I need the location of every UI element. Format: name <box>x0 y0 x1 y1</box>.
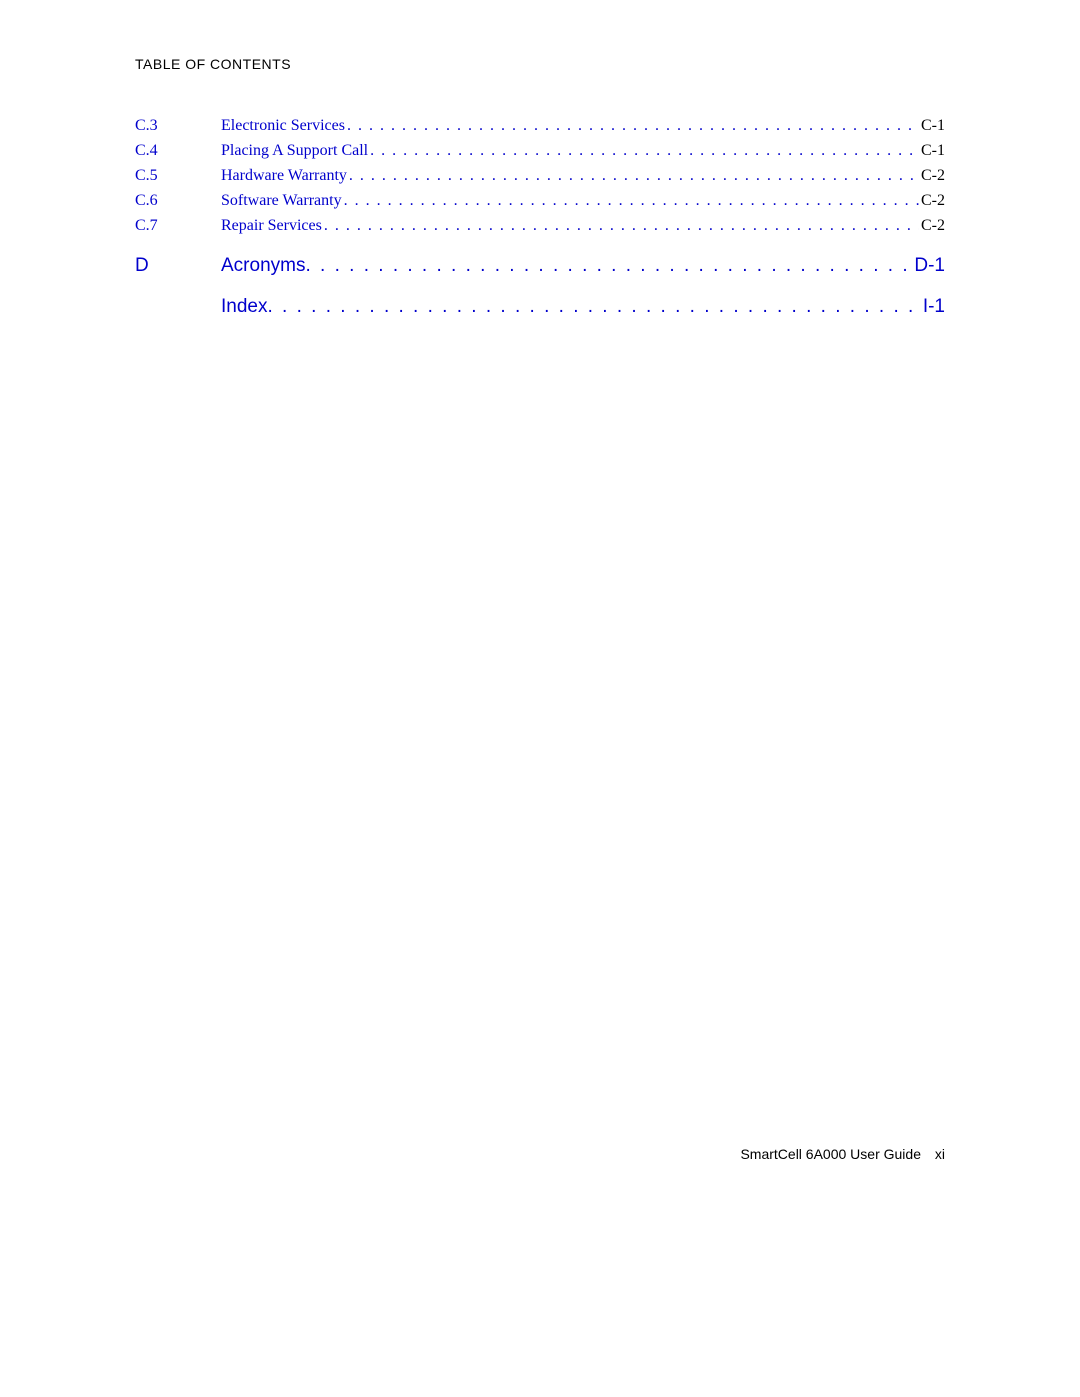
toc-leader-dots: . . . . . . . . . . . . . . . . . . . . … <box>349 168 919 184</box>
toc-leader-dots: . . . . . . . . . . . . . . . . . . . . … <box>344 193 919 209</box>
toc-entry-title[interactable]: Hardware Warranty <box>221 168 347 184</box>
toc-leader-dots: . . . . . . . . . . . . . . . . . . . . … <box>305 256 914 275</box>
toc-entry-page[interactable]: C-1 <box>921 118 945 134</box>
toc-entry-page[interactable]: C-2 <box>921 168 945 184</box>
toc-entry: C.5Hardware Warranty . . . . . . . . . .… <box>135 168 945 184</box>
toc-leader-dots: . . . . . . . . . . . . . . . . . . . . … <box>267 297 922 316</box>
toc-entry: DAcronyms . . . . . . . . . . . . . . . … <box>135 256 945 275</box>
toc-entry-number[interactable]: C.7 <box>135 218 221 234</box>
toc-entry-number[interactable]: D <box>135 256 221 275</box>
footer-doc-title: SmartCell 6A000 User Guide <box>740 1146 921 1162</box>
toc-leader-dots: . . . . . . . . . . . . . . . . . . . . … <box>370 143 919 159</box>
toc-leader-dots: . . . . . . . . . . . . . . . . . . . . … <box>324 218 919 234</box>
toc-entry-title[interactable]: Software Warranty <box>221 193 342 209</box>
toc-entry-title[interactable]: Placing A Support Call <box>221 143 368 159</box>
toc-entry: C.3Electronic Services . . . . . . . . .… <box>135 118 945 134</box>
toc-leader-dots: . . . . . . . . . . . . . . . . . . . . … <box>347 118 919 134</box>
toc-entry-page[interactable]: C-2 <box>921 218 945 234</box>
toc-entry-title[interactable]: Index <box>221 297 267 316</box>
toc-entry: C.4Placing A Support Call . . . . . . . … <box>135 143 945 159</box>
toc-entry: Index . . . . . . . . . . . . . . . . . … <box>135 297 945 316</box>
toc-entry-page[interactable]: C-2 <box>921 193 945 209</box>
toc-entry-page[interactable]: I-1 <box>923 297 945 316</box>
page-footer: SmartCell 6A000 User Guide xi <box>740 1146 945 1162</box>
toc-entry-number[interactable]: C.3 <box>135 118 221 134</box>
toc-page: TABLE OF CONTENTS C.3Electronic Services… <box>135 56 945 338</box>
toc-list: C.3Electronic Services . . . . . . . . .… <box>135 118 945 316</box>
toc-entry-title[interactable]: Acronyms <box>221 256 305 275</box>
toc-entry-title[interactable]: Electronic Services <box>221 118 345 134</box>
toc-entry-page[interactable]: C-1 <box>921 143 945 159</box>
footer-page-number: xi <box>935 1146 945 1162</box>
toc-entry: C.6Software Warranty . . . . . . . . . .… <box>135 193 945 209</box>
toc-entry-page[interactable]: D-1 <box>914 256 945 275</box>
toc-entry-number[interactable]: C.5 <box>135 168 221 184</box>
toc-entry-number[interactable]: C.6 <box>135 193 221 209</box>
toc-entry: C.7Repair Services . . . . . . . . . . .… <box>135 218 945 234</box>
toc-entry-title[interactable]: Repair Services <box>221 218 322 234</box>
page-header: TABLE OF CONTENTS <box>135 56 945 72</box>
toc-entry-number[interactable]: C.4 <box>135 143 221 159</box>
